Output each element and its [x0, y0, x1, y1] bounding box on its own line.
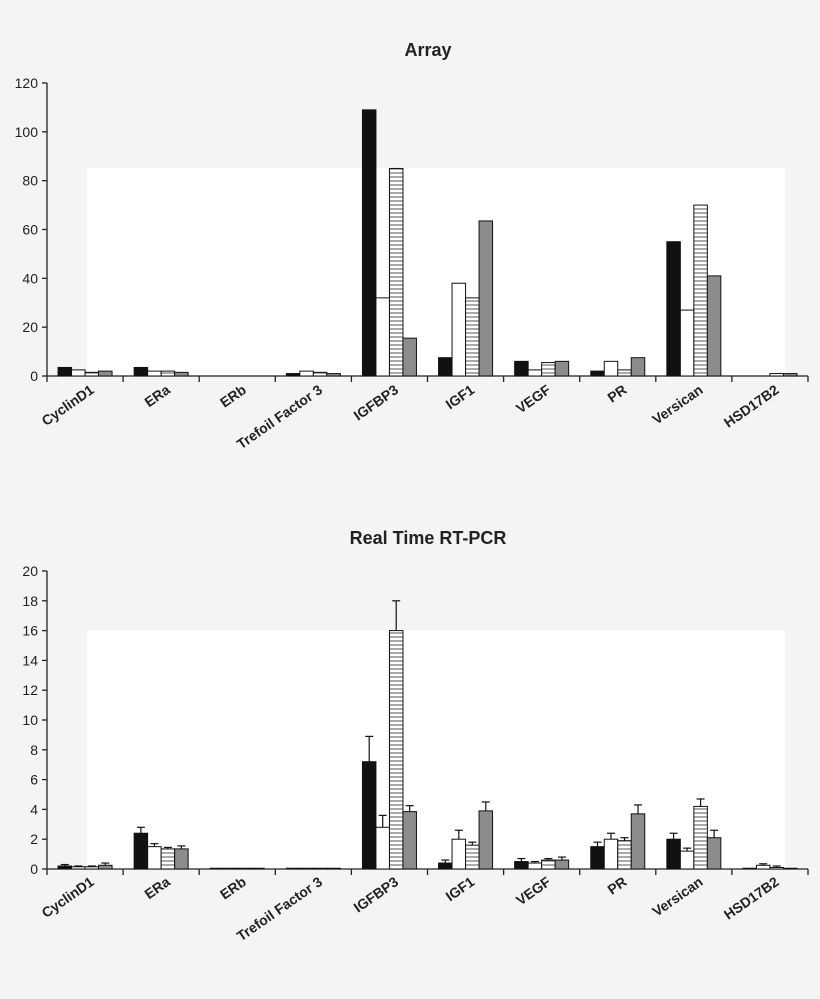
y-tick-label: 20	[22, 319, 38, 335]
bar-series-1	[438, 862, 453, 870]
bar-series-3	[312, 371, 328, 377]
bar-series-3	[160, 370, 176, 377]
bar-series-2	[603, 838, 619, 870]
bar-series-2	[299, 370, 314, 377]
bar-series-1	[666, 241, 681, 377]
bar-series-3	[617, 369, 632, 377]
bar-series-1	[742, 867, 757, 870]
bar-series-2	[375, 297, 390, 377]
y-tick-label: 14	[22, 652, 38, 668]
bar-series-2	[147, 370, 162, 377]
bar-series-1	[590, 370, 605, 377]
bar-series-4	[706, 275, 722, 377]
y-tick-label: 20	[22, 563, 38, 579]
bar-series-4	[782, 373, 798, 377]
bar-series-2	[679, 850, 695, 870]
bar-series-2	[223, 867, 238, 870]
bar-series-3	[541, 859, 556, 870]
bar-series-4	[554, 859, 570, 870]
bar-series-2	[755, 864, 771, 870]
y-tick-label: 120	[15, 75, 39, 91]
bar-series-2	[147, 846, 162, 870]
y-tick-label: 80	[22, 173, 38, 189]
bar-series-2	[71, 369, 86, 377]
bar-series-1	[285, 867, 301, 870]
bar-series-4	[554, 360, 570, 377]
bar-series-4	[706, 837, 722, 870]
bar-series-4	[174, 848, 189, 870]
bar-series-1	[133, 832, 149, 870]
bar-series-2	[679, 309, 695, 377]
bar-series-1	[438, 357, 453, 377]
bar-series-4	[478, 220, 494, 377]
bar-series-3	[236, 867, 252, 870]
bar-series-2	[527, 862, 543, 870]
y-tick-label: 60	[22, 222, 38, 238]
bar-series-2	[451, 838, 467, 870]
bar-series-4	[630, 357, 646, 377]
y-tick-label: 4	[30, 801, 38, 817]
bar-series-4	[98, 370, 113, 377]
y-tick-label: 100	[15, 124, 39, 140]
bar-series-3	[465, 297, 480, 377]
bar-series-2	[375, 826, 390, 870]
bar-series-1	[285, 373, 301, 377]
bar-series-3	[160, 848, 176, 870]
bar-series-1	[361, 761, 377, 870]
bar-series-2	[527, 369, 543, 377]
bar-series-1	[133, 366, 149, 377]
bar-series-3	[312, 867, 328, 870]
bar-series-4	[630, 813, 646, 870]
bar-series-2	[299, 867, 314, 870]
y-tick-label: 10	[22, 712, 38, 728]
bar-series-3	[769, 373, 784, 377]
bar-series-3	[84, 371, 100, 377]
bar-series-4	[174, 371, 189, 377]
bar-series-3	[541, 362, 556, 377]
bar-series-4	[326, 867, 341, 870]
bar-series-1	[514, 861, 529, 870]
bar-series-4	[402, 337, 417, 377]
bar-series-3	[84, 866, 100, 870]
bar-series-3	[465, 844, 480, 870]
bar-series-2	[71, 866, 86, 870]
y-tick-label: 12	[22, 682, 38, 698]
bar-series-4	[250, 867, 265, 870]
y-tick-label: 0	[30, 861, 38, 877]
bar-series-1	[361, 109, 377, 377]
y-tick-label: 0	[30, 368, 38, 384]
bar-series-4	[478, 810, 494, 870]
bar-series-4	[326, 373, 341, 377]
bar-series-3	[693, 204, 708, 377]
y-tick-label: 18	[22, 593, 38, 609]
chart-title: Real Time RT-PCR	[350, 528, 507, 548]
chart-title: Array	[404, 40, 451, 60]
y-tick-label: 40	[22, 270, 38, 286]
bar-series-1	[514, 360, 529, 377]
plot-area	[87, 630, 785, 869]
bar-series-1	[209, 867, 225, 870]
bar-series-2	[451, 282, 467, 377]
bar-series-3	[693, 805, 708, 870]
y-tick-label: 2	[30, 831, 38, 847]
y-tick-label: 6	[30, 772, 38, 788]
bar-series-2	[603, 360, 619, 377]
bar-series-3	[388, 630, 404, 870]
bar-series-1	[590, 846, 605, 870]
bar-series-1	[57, 366, 73, 377]
bar-series-1	[666, 838, 681, 870]
bar-series-3	[388, 167, 404, 377]
bar-series-4	[402, 811, 417, 870]
bar-series-4	[782, 867, 798, 870]
bar-series-3	[617, 840, 632, 870]
bar-series-3	[769, 867, 784, 870]
bar-series-1	[57, 865, 73, 870]
y-tick-label: 16	[22, 623, 38, 639]
y-tick-label: 8	[30, 742, 38, 758]
bar-series-4	[98, 864, 113, 870]
